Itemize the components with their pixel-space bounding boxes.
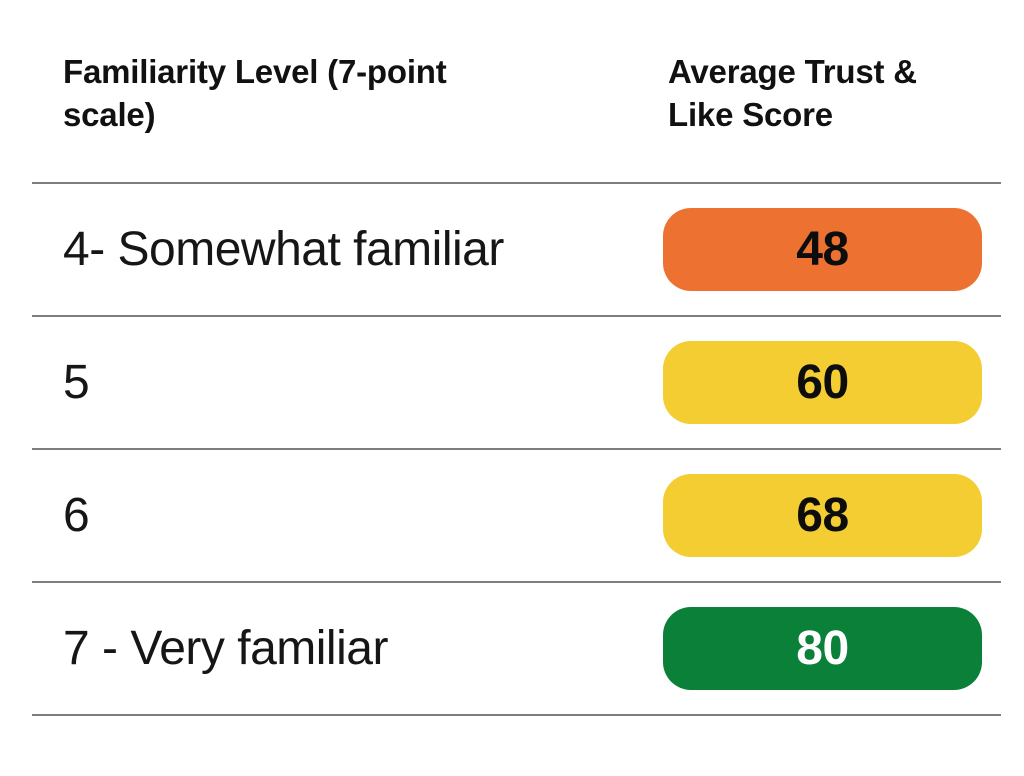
row-label: 7 - Very familiar: [63, 622, 388, 675]
column-header-familiarity-label: Familiarity Level (7-point scale): [63, 53, 447, 133]
table-row: 7 - Very familiar 80: [32, 583, 1001, 716]
row-label: 5: [63, 356, 90, 409]
column-header-score-label: Average Trust & Like Score: [668, 53, 917, 133]
score-pill: 60: [663, 341, 982, 424]
row-label: 4- Somewhat familiar: [63, 223, 504, 276]
score-value: 68: [796, 489, 849, 542]
table-row: 4- Somewhat familiar 48: [32, 184, 1001, 317]
column-header-familiarity: Familiarity Level (7-point scale): [32, 50, 663, 136]
table-header-row: Familiarity Level (7-point scale) Averag…: [32, 0, 1001, 184]
score-value: 48: [796, 223, 849, 276]
table-row: 6 68: [32, 450, 1001, 583]
column-header-score: Average Trust & Like Score: [663, 50, 982, 136]
table-row: 5 60: [32, 317, 1001, 450]
score-pill: 80: [663, 607, 982, 690]
score-pill: 48: [663, 208, 982, 291]
score-value: 60: [796, 356, 849, 409]
score-value: 80: [796, 622, 849, 675]
row-label: 6: [63, 489, 90, 542]
score-pill: 68: [663, 474, 982, 557]
familiarity-score-table: Familiarity Level (7-point scale) Averag…: [32, 0, 1001, 716]
